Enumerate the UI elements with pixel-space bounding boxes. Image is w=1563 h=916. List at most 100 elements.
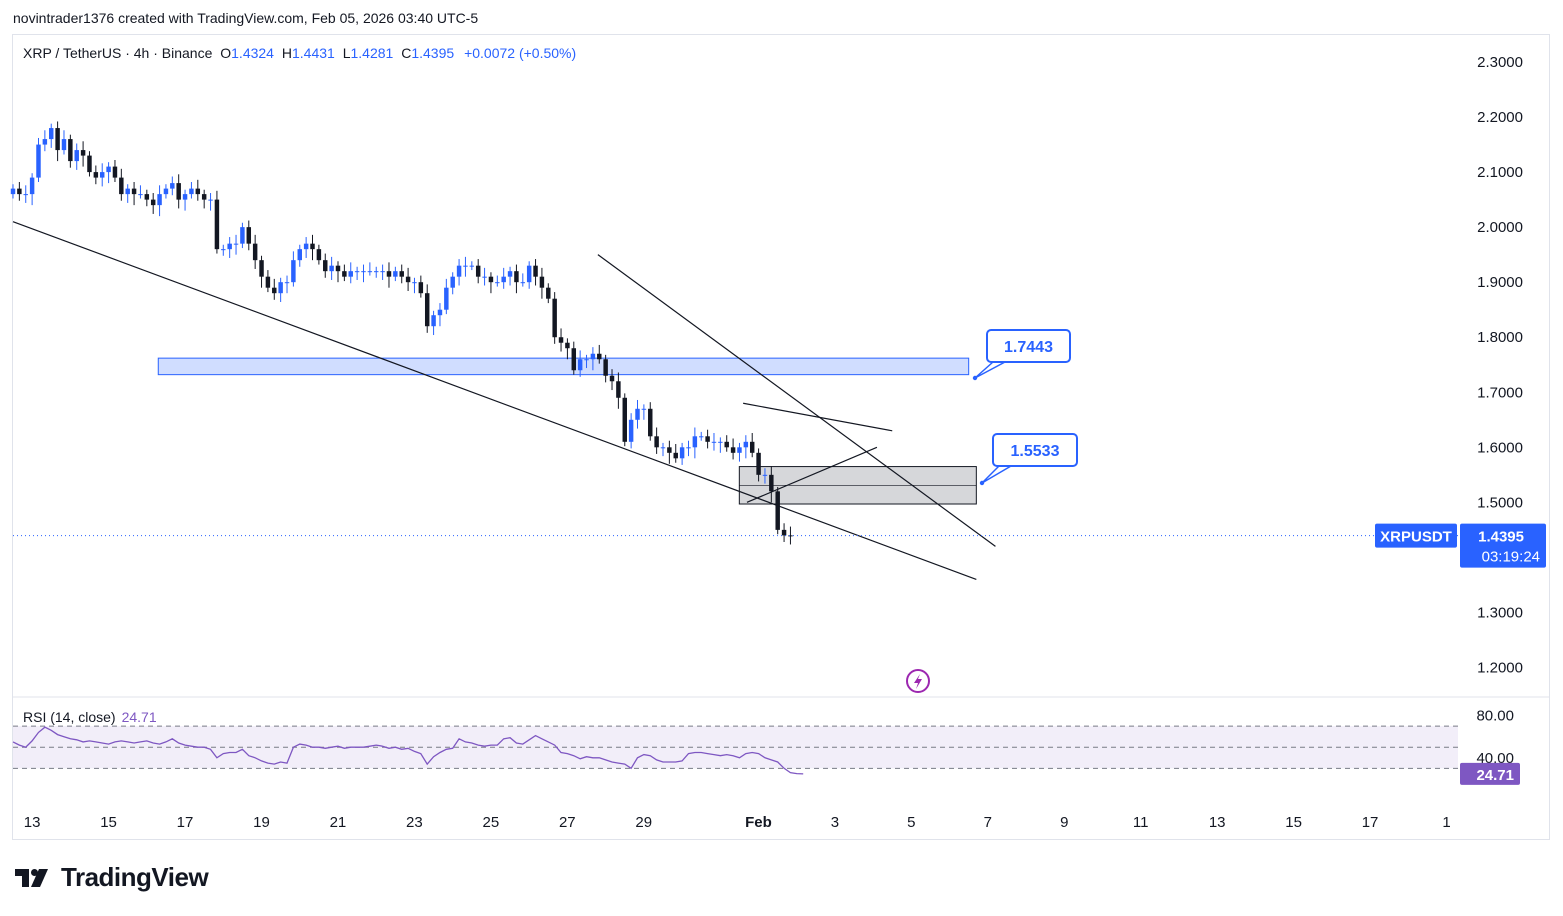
price-callout[interactable]: 1.5533 — [979, 433, 1078, 486]
candle-body[interactable] — [577, 359, 583, 371]
alert-bolt-icon[interactable] — [906, 669, 930, 693]
candle-body[interactable] — [437, 309, 443, 316]
candle-body[interactable] — [221, 249, 226, 251]
candle-body[interactable] — [227, 243, 232, 250]
candle-body[interactable] — [393, 271, 398, 277]
candle-body[interactable] — [692, 436, 698, 448]
candle-body[interactable] — [10, 188, 16, 195]
candle-body[interactable] — [259, 260, 264, 277]
candle-body[interactable] — [342, 271, 347, 277]
candle-body[interactable] — [597, 353, 602, 360]
candle-body[interactable] — [278, 282, 283, 294]
candle-body[interactable] — [80, 150, 86, 156]
candle-body[interactable] — [679, 447, 685, 459]
candle-body[interactable] — [17, 188, 22, 195]
candle-body[interactable] — [737, 447, 742, 453]
candle-body[interactable] — [386, 271, 392, 277]
candle-body[interactable] — [705, 436, 710, 442]
candle-body[interactable] — [144, 194, 150, 200]
candle-body[interactable] — [730, 447, 736, 453]
footer-logo[interactable]: TradingView — [15, 862, 209, 893]
candle-body[interactable] — [756, 452, 761, 475]
candle-body[interactable] — [61, 139, 67, 151]
candle-body[interactable] — [749, 441, 755, 453]
candle-body[interactable] — [367, 271, 373, 273]
trendline[interactable] — [597, 254, 996, 547]
ticker-tag[interactable] — [1375, 523, 1457, 548]
candle-body[interactable] — [546, 287, 551, 299]
candle-body[interactable] — [539, 276, 545, 288]
candle-body[interactable] — [138, 194, 143, 196]
candle-body[interactable] — [284, 282, 290, 284]
candle-body[interactable] — [635, 408, 640, 420]
candle-body[interactable] — [272, 287, 277, 294]
candle-body[interactable] — [240, 227, 245, 244]
candle-body[interactable] — [412, 282, 417, 284]
candle-body[interactable] — [208, 199, 213, 201]
candle-body[interactable] — [686, 447, 691, 449]
candle-body[interactable] — [329, 265, 334, 272]
candle-body[interactable] — [488, 276, 494, 283]
candle-body[interactable] — [380, 271, 385, 273]
candle-body[interactable] — [628, 419, 634, 442]
candle-body[interactable] — [514, 271, 519, 283]
candle-body[interactable] — [323, 260, 328, 272]
candle-body[interactable] — [291, 260, 296, 283]
candle-body[interactable] — [182, 194, 188, 200]
candle-body[interactable] — [641, 408, 647, 410]
candle-body[interactable] — [170, 183, 175, 189]
candle-body[interactable] — [201, 194, 207, 200]
candle-body[interactable] — [711, 441, 717, 443]
trendline[interactable] — [746, 446, 878, 503]
candle-body[interactable] — [501, 276, 506, 283]
rsi-line[interactable] — [12, 726, 804, 775]
candle-body[interactable] — [316, 249, 322, 261]
candle-body[interactable] — [533, 265, 538, 277]
candle-body[interactable] — [214, 199, 220, 250]
candle-body[interactable] — [648, 408, 653, 437]
candle-body[interactable] — [131, 188, 137, 195]
candle-body[interactable] — [335, 265, 341, 272]
candle-body[interactable] — [450, 276, 455, 288]
candle-body[interactable] — [673, 452, 678, 459]
candle-body[interactable] — [463, 265, 468, 267]
candle-body[interactable] — [74, 150, 79, 162]
last-price-tag[interactable] — [1460, 523, 1546, 568]
candle-body[interactable] — [482, 276, 487, 278]
candle-body[interactable] — [348, 271, 353, 277]
candle-body[interactable] — [399, 271, 404, 277]
candle-body[interactable] — [699, 436, 704, 438]
trendline[interactable] — [743, 402, 893, 432]
candle-body[interactable] — [99, 172, 105, 178]
candle-body[interactable] — [469, 265, 475, 267]
candle-body[interactable] — [354, 271, 360, 273]
candle-body[interactable] — [431, 315, 436, 327]
candle-body[interactable] — [87, 155, 92, 173]
chart-frame[interactable] — [12, 34, 1550, 840]
candle-body[interactable] — [68, 139, 73, 162]
candle-body[interactable] — [252, 243, 258, 261]
candle-body[interactable] — [125, 188, 130, 195]
candle-body[interactable] — [374, 271, 379, 273]
candle-body[interactable] — [724, 441, 729, 448]
candle-body[interactable] — [584, 359, 589, 361]
candle-body[interactable] — [507, 271, 513, 277]
rsi-legend[interactable]: RSI (14, close) 24.71 — [23, 709, 157, 725]
candle-body[interactable] — [93, 172, 99, 178]
candle-body[interactable] — [424, 293, 430, 327]
price-callout[interactable]: 1.7443 — [972, 329, 1071, 381]
candle-body[interactable] — [297, 249, 302, 261]
candle-body[interactable] — [552, 298, 557, 338]
candle-body[interactable] — [769, 474, 774, 492]
candle-body[interactable] — [660, 447, 666, 449]
candle-body[interactable] — [233, 243, 239, 245]
candle-body[interactable] — [718, 441, 723, 443]
candle-body[interactable] — [571, 348, 577, 371]
candle-body[interactable] — [163, 188, 169, 195]
candle-body[interactable] — [609, 375, 615, 382]
candle-body[interactable] — [418, 282, 424, 294]
candle-body[interactable] — [558, 337, 564, 343]
candle-body[interactable] — [265, 276, 271, 288]
candle-body[interactable] — [565, 342, 570, 349]
candle-body[interactable] — [157, 194, 162, 206]
